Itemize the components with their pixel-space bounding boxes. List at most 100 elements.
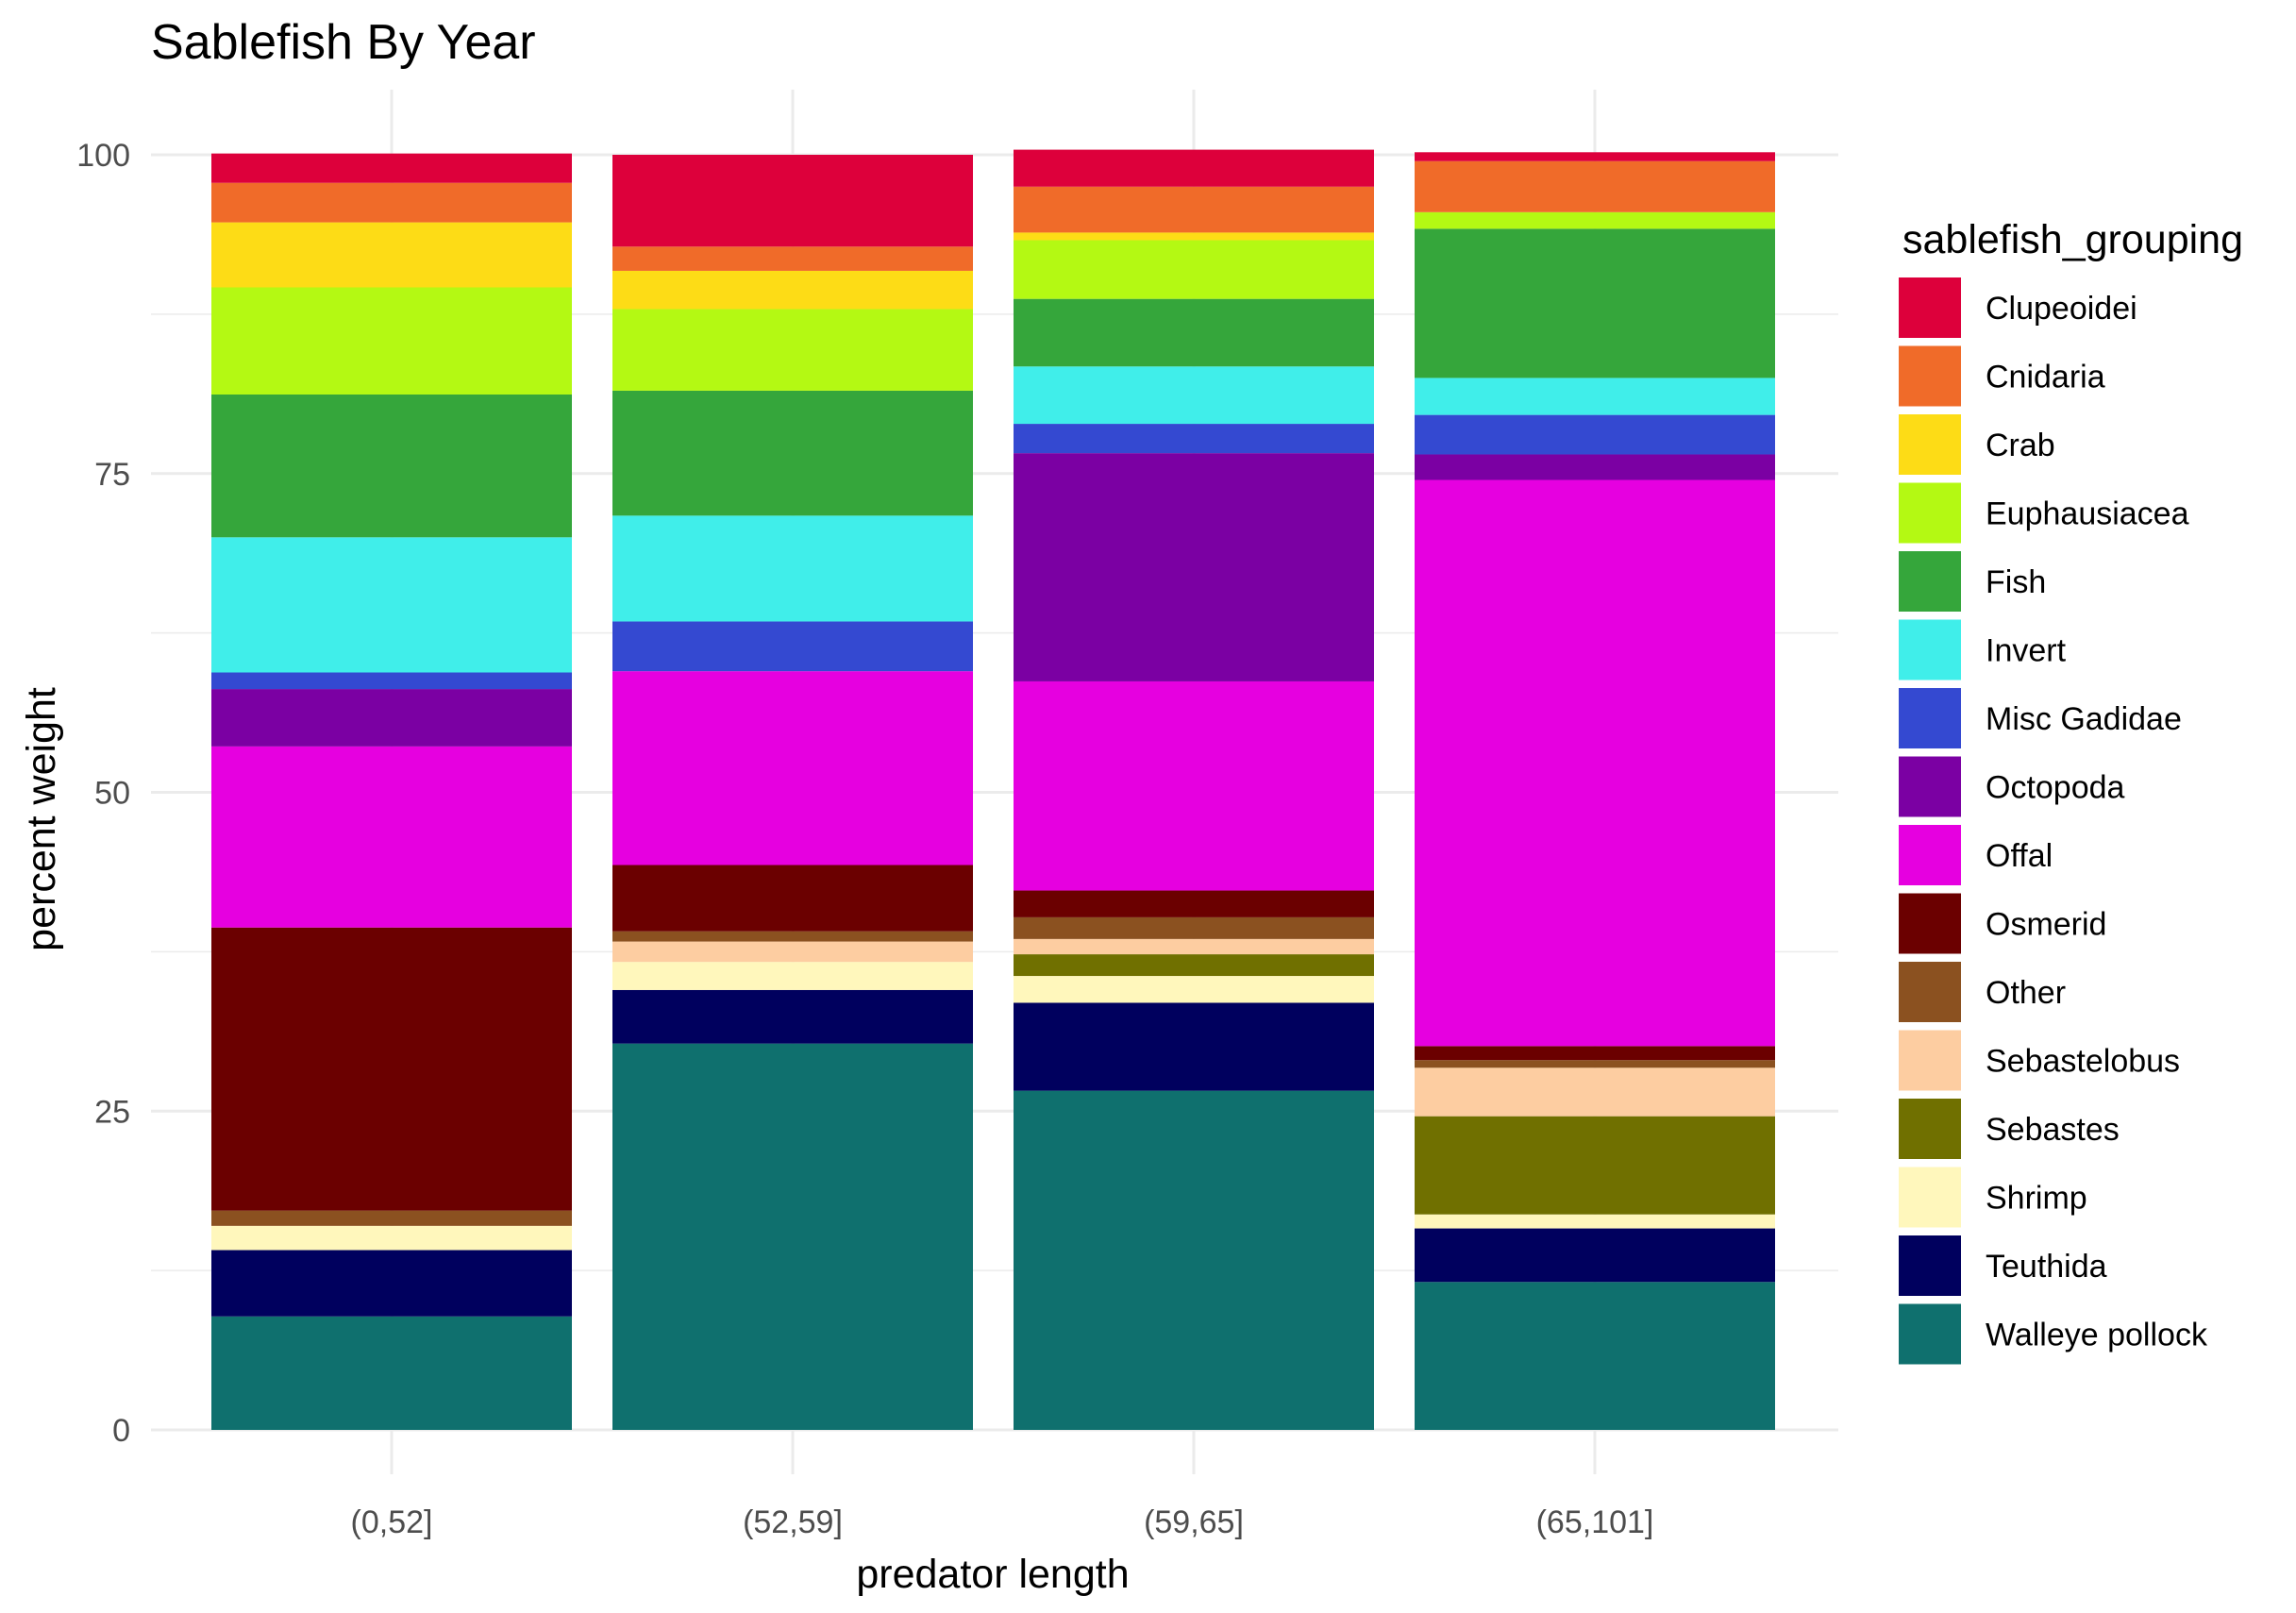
legend-label: Teuthida xyxy=(1986,1249,2107,1285)
legend-label: Invert xyxy=(1986,633,2067,669)
legend-swatch xyxy=(1899,345,1961,407)
bar-segment xyxy=(1415,160,1775,212)
bar-segment xyxy=(211,182,572,223)
bar-segment xyxy=(1014,186,1374,233)
bar-segment xyxy=(612,246,973,271)
legend-label: Walleye pollock xyxy=(1986,1318,2208,1353)
bar-segment xyxy=(612,621,973,672)
bar-segment xyxy=(612,962,973,990)
legend-swatch xyxy=(1899,756,1961,817)
bar-segment xyxy=(1014,453,1374,681)
legend-swatch xyxy=(1899,893,1961,954)
bar-segment xyxy=(1014,424,1374,454)
x-tick-label: (59,65] xyxy=(1144,1504,1244,1540)
bar-segment xyxy=(612,989,973,1044)
x-tick-label: (65,101] xyxy=(1536,1504,1654,1540)
bar-segment xyxy=(1014,366,1374,425)
legend-label: Cnidaria xyxy=(1986,360,2105,395)
legend-label: Sebastelobus xyxy=(1986,1044,2180,1080)
bar-segment xyxy=(612,671,973,865)
y-tick-label: 0 xyxy=(112,1413,130,1449)
legend: Clupeoidei Cnidaria Crab Euphausiacea Fish In… xyxy=(1899,277,2208,1365)
bar-segment xyxy=(1415,228,1775,378)
bar-segment xyxy=(612,931,973,942)
legend-swatch xyxy=(1899,1167,1961,1228)
bar-segment xyxy=(1014,954,1374,977)
bar-segment xyxy=(211,537,572,673)
legend-label: Fish xyxy=(1986,564,2046,600)
bar-segment xyxy=(211,287,572,395)
y-tick-label: 50 xyxy=(94,776,130,812)
bar-segment xyxy=(211,222,572,288)
bar-segment xyxy=(211,927,572,1211)
legend-title: sablefish_grouping xyxy=(1902,217,2243,262)
legend-label: Octopoda xyxy=(1986,770,2125,806)
bar-segment xyxy=(1415,1067,1775,1117)
legend-swatch xyxy=(1899,277,1961,338)
legend-swatch xyxy=(1899,1235,1961,1296)
bar-segment xyxy=(1014,938,1374,955)
x-tick-label: (0,52] xyxy=(351,1504,433,1540)
legend-label: Other xyxy=(1986,975,2066,1011)
bar-segment xyxy=(1415,1060,1775,1068)
bar-segment xyxy=(1014,916,1374,939)
bar-segment xyxy=(1415,1214,1775,1229)
y-axis-title: percent weight xyxy=(19,687,64,951)
bar-segment xyxy=(612,309,973,391)
bar-segment xyxy=(1415,454,1775,480)
x-tick-label: (52,59] xyxy=(743,1504,843,1540)
bar-segment xyxy=(1415,152,1775,161)
bar-segment xyxy=(612,941,973,963)
bar-segment xyxy=(1415,1228,1775,1283)
legend-label: Euphausiacea xyxy=(1986,496,2189,532)
legend-label: Shrimp xyxy=(1986,1181,2087,1217)
axis-layer: 0 25 50 75 100 (0,52] (52,59] (59,65] (65,101] xyxy=(76,138,1653,1540)
bar-segment xyxy=(211,746,572,928)
bar-segment xyxy=(211,672,572,690)
bar-segment xyxy=(1014,232,1374,241)
bar-segment xyxy=(612,515,973,622)
legend-swatch xyxy=(1899,414,1961,475)
bar-segment xyxy=(1014,1002,1374,1091)
y-tick-label: 75 xyxy=(94,457,130,493)
bar-segment xyxy=(1014,1090,1374,1430)
legend-swatch xyxy=(1899,825,1961,885)
legend-label: Misc Gadidae xyxy=(1986,701,2182,737)
bar-segment xyxy=(211,689,572,747)
bar-segment xyxy=(1415,414,1775,455)
legend-label: Osmerid xyxy=(1986,907,2106,943)
bar-segment xyxy=(211,153,572,183)
bar-segment xyxy=(211,394,572,538)
bar-segment xyxy=(1014,976,1374,1003)
legend-label: Crab xyxy=(1986,428,2055,463)
bar-segment xyxy=(1014,680,1374,891)
bar-segment xyxy=(1014,149,1374,187)
bar-segment xyxy=(612,1043,973,1430)
legend-swatch xyxy=(1899,482,1961,544)
bar-segment xyxy=(1415,1116,1775,1215)
legend-swatch xyxy=(1899,1303,1961,1365)
bar-segment xyxy=(1415,378,1775,415)
bar-segment xyxy=(1415,479,1775,1047)
bar-segment xyxy=(612,390,973,516)
bar-segment xyxy=(1014,890,1374,917)
bar-segment xyxy=(211,1250,572,1317)
x-axis-title: predator length xyxy=(856,1552,1129,1597)
y-tick-label: 25 xyxy=(94,1094,130,1130)
legend-label: Sebastes xyxy=(1986,1112,2120,1148)
y-tick-label: 100 xyxy=(76,138,130,174)
legend-swatch xyxy=(1899,1099,1961,1159)
bar-layer xyxy=(211,149,1775,1430)
bar-segment xyxy=(612,155,973,247)
bar-segment xyxy=(1415,1282,1775,1430)
bar-segment xyxy=(1014,240,1374,299)
bar-segment xyxy=(1415,211,1775,229)
bar-segment xyxy=(1014,298,1374,367)
chart-title: Sablefish By Year xyxy=(151,15,536,70)
legend-swatch xyxy=(1899,551,1961,612)
legend-swatch xyxy=(1899,619,1961,680)
legend-swatch xyxy=(1899,1030,1961,1091)
bar-segment xyxy=(211,1225,572,1251)
